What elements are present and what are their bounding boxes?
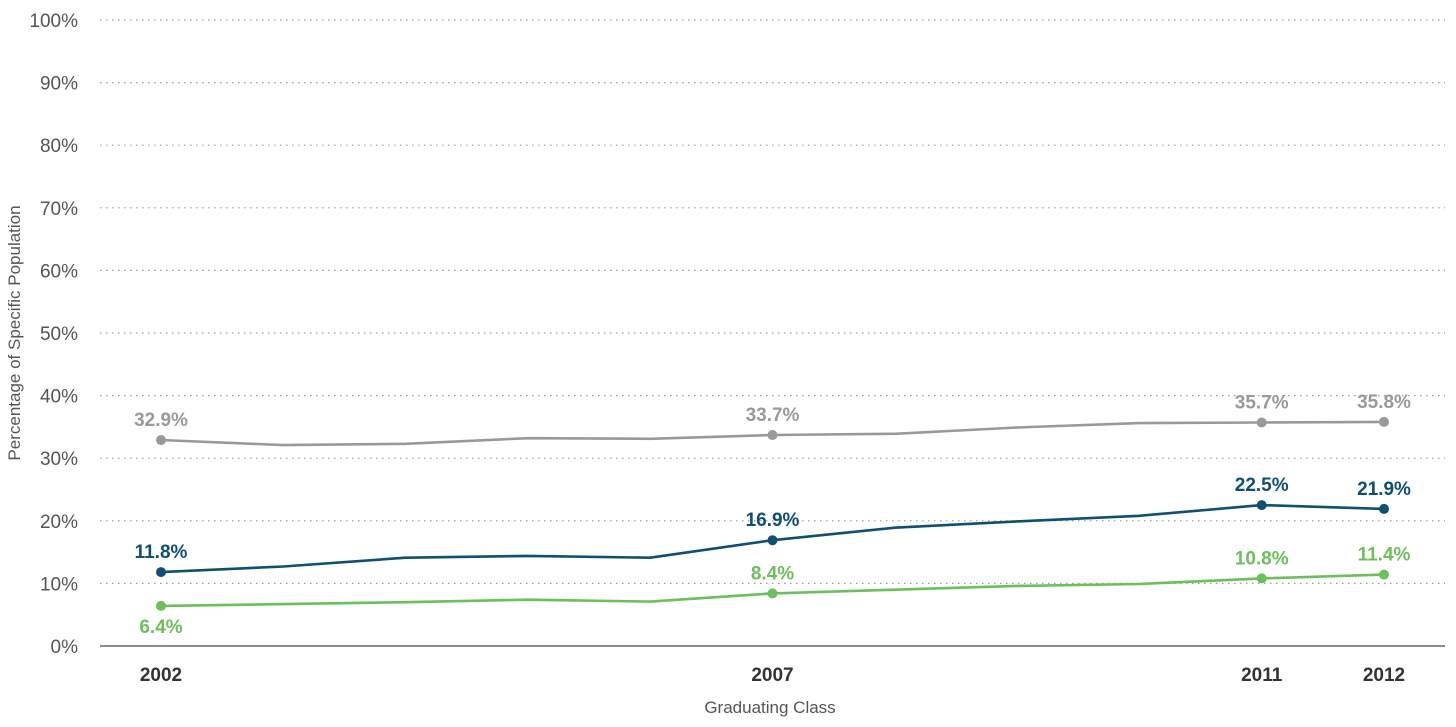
data-point (1256, 500, 1267, 511)
data-labels: 32.9% 33.7% 35.7% 35.8% 11.8% 16.9% 22.5% 21.9%… (134, 392, 1411, 638)
data-point (767, 535, 778, 546)
x-axis-label: Graduating Class (704, 698, 835, 717)
y-axis-ticks: 0% 10% 20% 30% 40% 50% 60% 70% 80% 90% 100% (29, 11, 78, 658)
x-axis-ticks: 2002 2007 2011 2012 (140, 665, 1405, 686)
data-label: 21.9% (1357, 479, 1411, 500)
x-tick-label: 2012 (1363, 665, 1405, 686)
y-tick-label: 30% (40, 449, 78, 470)
data-point (1379, 503, 1389, 514)
data-label: 6.4% (139, 617, 182, 638)
series-lines (156, 416, 1389, 611)
data-point (1256, 573, 1267, 584)
data-label: 35.7% (1235, 393, 1289, 414)
data-point (156, 435, 166, 446)
x-tick-label: 2011 (1241, 665, 1283, 686)
gridlines (100, 19, 1445, 647)
y-tick-label: 100% (29, 11, 78, 32)
y-tick-label: 70% (40, 199, 78, 220)
y-axis-label: Percentage of Specific Population (5, 205, 24, 460)
data-label: 11.8% (135, 542, 188, 563)
data-point (156, 600, 166, 611)
data-label: 22.5% (1235, 475, 1289, 496)
y-tick-label: 50% (40, 324, 78, 345)
data-point (1379, 569, 1389, 580)
data-label: 33.7% (746, 405, 800, 426)
y-tick-label: 10% (40, 574, 78, 595)
data-label: 35.8% (1357, 392, 1411, 413)
data-label: 8.4% (751, 563, 794, 584)
data-point (767, 430, 778, 441)
y-tick-label: 0% (51, 637, 79, 658)
y-tick-label: 20% (40, 512, 78, 533)
data-point (767, 588, 778, 599)
data-label: 11.4% (1358, 545, 1411, 566)
data-label: 32.9% (134, 410, 188, 431)
data-point (1256, 417, 1267, 428)
data-point (1379, 416, 1389, 427)
y-tick-label: 90% (40, 74, 78, 95)
x-tick-label: 2007 (751, 665, 793, 686)
data-label: 16.9% (746, 510, 800, 531)
y-tick-label: 60% (40, 261, 78, 282)
y-tick-label: 40% (40, 387, 78, 408)
data-label: 10.8% (1235, 548, 1289, 569)
x-tick-label: 2002 (140, 665, 182, 686)
y-tick-label: 80% (40, 136, 78, 157)
data-point (156, 567, 166, 578)
